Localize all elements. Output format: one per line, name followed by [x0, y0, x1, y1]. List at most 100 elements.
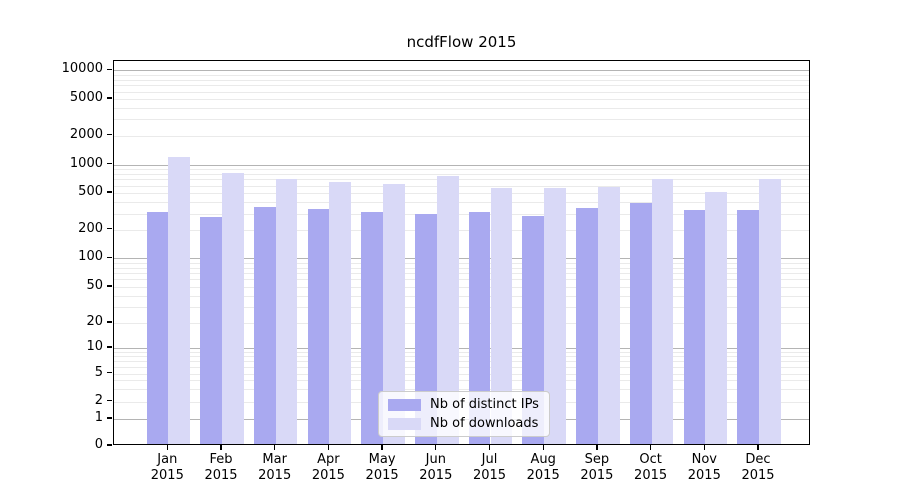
x-tick-mark — [703, 445, 705, 450]
gridline-minor — [114, 135, 809, 137]
y-tick-label: 500 — [78, 184, 103, 200]
legend-swatch-downloads — [388, 417, 421, 430]
gridline-minor — [114, 173, 809, 175]
y-tick-label: 10 — [86, 338, 103, 354]
x-tick-label-nov: Nov 2015 — [687, 452, 721, 483]
y-tick-mark — [107, 97, 112, 99]
bar-downloads-mar — [275, 178, 298, 444]
bar-distinct-ips-may — [361, 211, 384, 444]
bar-distinct-ips-sep — [576, 207, 598, 444]
y-tick-mark — [107, 371, 112, 374]
y-tick-mark — [107, 162, 112, 165]
gridline-minor — [114, 74, 809, 76]
x-tick-mark — [166, 445, 168, 450]
gridline-major — [114, 258, 809, 260]
bar-distinct-ips-nov — [683, 209, 706, 444]
bar-downloads-jun — [436, 176, 459, 444]
gridline-minor — [114, 322, 809, 324]
x-tick-label-jun: Jun 2015 — [419, 452, 453, 483]
gridline-minor — [114, 361, 809, 363]
legend-swatch-distinct-ips — [388, 398, 421, 411]
x-tick-mark — [649, 445, 652, 450]
legend: Nb of distinct IPs Nb of downloads — [378, 391, 550, 437]
y-tick-mark — [107, 417, 112, 419]
y-tick-mark — [107, 228, 112, 230]
legend-item-distinct-ips: Nb of distinct IPs — [388, 397, 539, 412]
gridline-minor — [114, 169, 809, 170]
y-tick-label: 20 — [86, 313, 103, 329]
gridline-minor — [114, 202, 809, 203]
bar-distinct-ips-dec — [737, 210, 759, 444]
gridline-minor — [114, 389, 809, 391]
gridline-major — [114, 164, 809, 166]
gridline-minor — [114, 213, 809, 215]
gridline-minor — [114, 286, 809, 288]
y-tick-mark — [107, 68, 112, 70]
y-tick-label: 0 — [94, 437, 103, 452]
gridline-minor — [114, 295, 809, 297]
x-tick-label-sep: Sep 2015 — [580, 452, 614, 483]
bar-downloads-may — [383, 183, 405, 444]
gridline-minor — [114, 119, 809, 121]
y-tick-mark — [107, 444, 112, 446]
x-tick-label-jul: Jul 2015 — [472, 452, 507, 483]
x-tick-label-feb: Feb 2015 — [204, 452, 238, 483]
y-tick-mark — [107, 285, 112, 287]
y-tick-mark — [107, 134, 112, 136]
x-tick-mark — [542, 445, 544, 450]
y-tick-mark — [107, 346, 112, 348]
gridline-major — [114, 70, 809, 72]
y-tick-label: 100 — [78, 249, 103, 265]
gridline-minor — [114, 185, 809, 187]
x-tick-label-mar: Mar 2015 — [258, 452, 292, 483]
bar-downloads-feb — [222, 172, 244, 444]
plot-area — [113, 60, 810, 445]
gridline-minor — [114, 356, 809, 358]
x-tick-label-aug: Aug 2015 — [526, 452, 560, 483]
gridline-minor — [114, 307, 809, 308]
x-tick-mark — [488, 445, 491, 450]
bar-downloads-sep — [597, 186, 620, 444]
gridline-minor — [114, 366, 809, 368]
x-tick-mark — [220, 445, 222, 450]
gridline-minor — [114, 262, 809, 264]
y-tick-mark — [107, 321, 112, 323]
y-tick-label: 2000 — [69, 126, 103, 142]
y-tick-label: 5 — [94, 364, 103, 380]
x-tick-label-oct: Oct 2015 — [634, 452, 668, 483]
y-tick-label: 1000 — [69, 155, 103, 171]
gridline-minor — [114, 91, 809, 93]
bar-downloads-oct — [651, 179, 674, 444]
gridline-minor — [114, 351, 809, 353]
y-tick-label: 10000 — [61, 61, 103, 77]
bar-downloads-nov — [705, 191, 728, 444]
bar-downloads-apr — [329, 181, 352, 444]
gridline-minor — [114, 279, 809, 281]
gridline-minor — [114, 229, 809, 231]
gridline-minor — [114, 108, 809, 109]
x-tick-mark — [327, 445, 330, 450]
y-tick-label: 1 — [94, 410, 103, 425]
chart-title: ncdfFlow 2015 — [406, 33, 517, 51]
x-tick-label-apr: Apr 2015 — [311, 452, 345, 483]
y-tick-mark — [107, 191, 112, 193]
gridline-minor — [114, 273, 809, 275]
x-tick-label-jan: Jan 2015 — [150, 452, 184, 483]
x-tick-label-dec: Dec 2015 — [741, 452, 775, 483]
x-tick-mark — [435, 445, 437, 450]
legend-label-downloads: Nb of downloads — [430, 416, 539, 431]
y-tick-label: 2 — [94, 392, 103, 408]
legend-item-downloads: Nb of downloads — [388, 416, 539, 431]
bar-distinct-ips-aug — [522, 215, 545, 444]
y-tick-mark — [107, 256, 112, 259]
bar-downloads-jan — [168, 156, 191, 444]
x-tick-label-may: May 2015 — [365, 452, 399, 483]
bar-distinct-ips-mar — [253, 206, 276, 444]
bar-distinct-ips-jan — [146, 211, 169, 444]
gridline-major — [114, 347, 809, 349]
bar-distinct-ips-oct — [629, 202, 652, 444]
y-tick-mark — [107, 399, 112, 402]
bar-distinct-ips-jun — [415, 213, 437, 444]
gridline-minor — [114, 373, 809, 375]
